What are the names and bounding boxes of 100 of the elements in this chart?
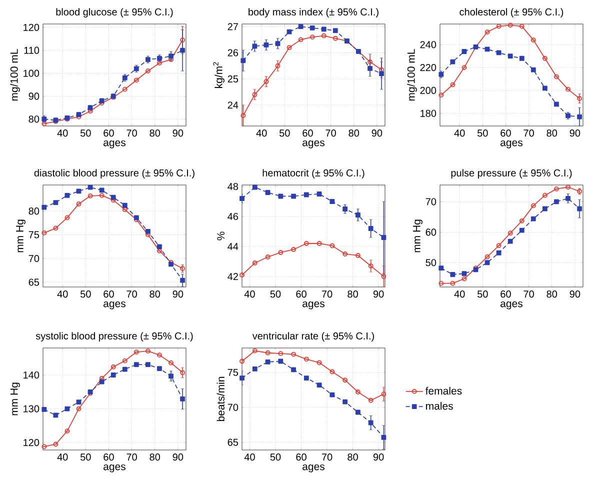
x-tick-label: 70: [524, 290, 534, 298]
y-tick-label: 200: [420, 86, 436, 94]
legend-label: females: [425, 386, 462, 395]
y-axis-title: mg/100 mL: [407, 49, 417, 101]
y-tick-label: 80: [28, 208, 40, 215]
chart-title: pulse pressure (± 95% C.I.): [451, 169, 572, 178]
chart-title: cholesterol (± 95% C.I.): [460, 8, 564, 18]
y-tick-label: 70: [228, 404, 238, 411]
x-tick-label: 60: [500, 290, 511, 298]
x-axis-title: ages: [104, 140, 126, 148]
x-tick-label: 60: [104, 130, 114, 137]
chart-title: systolic blood pressure (± 95% C.I.): [36, 332, 193, 342]
x-tick-label: 50: [80, 454, 91, 461]
x-tick-label: 80: [150, 454, 160, 461]
y-tick-label: 65: [28, 278, 40, 286]
x-tick-label: 80: [348, 130, 360, 137]
x-tick-label: 50: [478, 290, 488, 298]
y-tick-label: 50: [426, 259, 436, 266]
x-axis-title: ages: [104, 301, 126, 310]
y-tick-label: 27: [228, 23, 238, 30]
x-tick-label: 60: [296, 290, 306, 298]
y-axis-title: %: [217, 232, 224, 240]
x-tick-label: 80: [150, 130, 160, 137]
x-tick-label: 40: [57, 130, 68, 137]
x-tick-label: 80: [546, 290, 558, 298]
y-tick-label: 80: [28, 116, 40, 123]
y-axis-title: beats/min: [216, 376, 224, 422]
x-tick-label: 80: [348, 454, 358, 461]
x-tick-label: 90: [172, 290, 184, 298]
x-tick-label: 40: [57, 290, 68, 298]
y-tick-label: 220: [420, 64, 436, 72]
y-tick-label: 60: [426, 228, 436, 236]
chart-title: diastolic blood pressure (± 95% C.I.): [34, 169, 194, 178]
x-tick-label: 70: [126, 454, 137, 461]
y-tick-label: 240: [420, 41, 436, 48]
y-tick-label: 90: [28, 92, 40, 100]
x-tick-label: 50: [80, 130, 91, 137]
x-tick-label: 70: [322, 290, 332, 298]
x-tick-label: 60: [104, 454, 114, 461]
y-tick-label: 26: [228, 49, 238, 56]
x-axis-title: ages: [104, 464, 126, 472]
x-tick-label: 40: [57, 454, 68, 461]
x-tick-label: 40: [256, 130, 267, 137]
y-axis-title: mm Hg: [10, 382, 20, 416]
y-tick-label: 46: [228, 212, 238, 220]
x-tick-label: 70: [126, 130, 137, 137]
chart-title: hematocrit (± 95% C.I.): [262, 169, 364, 178]
y-tick-label: 24: [228, 102, 238, 109]
x-tick-label: 80: [546, 130, 558, 137]
x-tick-label: 50: [270, 454, 281, 461]
y-tick-label: 70: [28, 254, 40, 262]
x-axis-title: ages: [500, 140, 522, 148]
x-tick-label: 40: [454, 130, 465, 137]
y-tick-label: 75: [28, 231, 40, 238]
x-tick-label: 80: [348, 290, 358, 298]
x-tick-label: 40: [244, 290, 255, 298]
x-tick-label: 90: [570, 130, 580, 137]
y-tick-label: 48: [228, 182, 238, 190]
x-tick-label: 40: [454, 290, 465, 298]
x-tick-label: 60: [296, 454, 306, 461]
chart-title: body mass index (± 95% C.I.): [248, 8, 378, 18]
x-axis-title: ages: [500, 301, 522, 310]
x-tick-label: 70: [322, 454, 332, 461]
y-axis-title: kg/m$^{2}$: [213, 62, 224, 88]
y-tick-label: 100: [24, 70, 40, 77]
x-tick-label: 50: [478, 130, 488, 137]
y-tick-label: 180: [420, 110, 436, 117]
x-tick-label: 60: [500, 130, 511, 137]
y-tick-label: 120: [24, 24, 40, 31]
y-tick-label: 140: [24, 371, 40, 379]
y-tick-label: 42: [228, 273, 238, 280]
x-tick-label: 70: [524, 130, 534, 137]
x-tick-label: 50: [280, 130, 290, 137]
x-tick-label: 90: [172, 454, 184, 461]
x-tick-label: 80: [150, 290, 160, 298]
y-tick-label: 25: [228, 75, 238, 82]
legend-label: males: [426, 402, 453, 410]
x-axis-title: ages: [302, 301, 324, 310]
y-tick-label: 44: [228, 243, 238, 250]
y-tick-label: 130: [24, 405, 40, 412]
chart-title: ventricular rate (± 95% C.I.): [252, 332, 374, 342]
y-tick-label: 70: [426, 198, 436, 206]
x-tick-label: 70: [326, 130, 336, 137]
x-tick-label: 90: [373, 290, 384, 298]
x-axis-title: ages: [302, 464, 324, 472]
x-tick-label: 90: [172, 130, 184, 137]
y-axis-title: mg/100 mL: [10, 49, 20, 101]
x-tick-label: 60: [302, 130, 313, 137]
y-tick-label: 75: [228, 368, 238, 376]
x-tick-label: 90: [373, 454, 384, 461]
x-tick-label: 50: [80, 290, 91, 298]
x-tick-label: 90: [570, 290, 580, 298]
x-tick-label: 60: [104, 290, 114, 298]
y-axis-title: mm Hg: [16, 220, 26, 252]
chart-title: blood glucose (± 95% C.I.): [56, 8, 173, 18]
y-tick-label: 110: [24, 46, 40, 54]
x-tick-label: 70: [126, 290, 137, 298]
x-axis-title: ages: [302, 140, 324, 148]
y-axis-title: mm Hg: [413, 220, 422, 252]
y-tick-label: 65: [228, 438, 238, 446]
